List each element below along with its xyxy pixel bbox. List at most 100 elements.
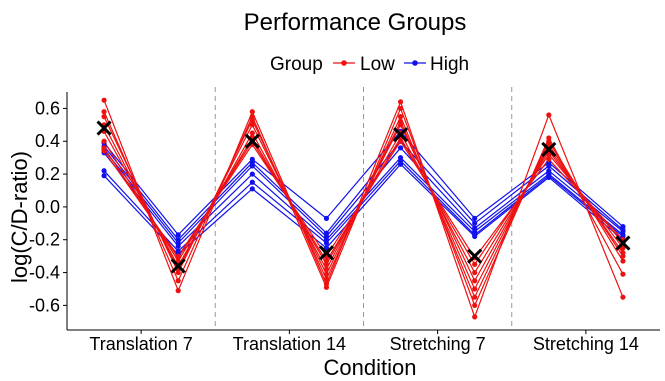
series-line-high [474, 173, 550, 232]
data-point-low [397, 122, 404, 128]
data-point-low [323, 271, 330, 277]
series-line-low [400, 140, 476, 259]
mean-marker [96, 120, 112, 136]
data-point-low [620, 245, 626, 251]
data-point-low [472, 286, 478, 292]
data-point-low [472, 261, 478, 267]
series-line-low [251, 144, 327, 257]
y-tick-label: -0.2 [29, 230, 60, 250]
series-line-high [103, 170, 179, 252]
data-point-low [546, 151, 552, 157]
data-point-low [323, 266, 330, 272]
data-point-high [323, 245, 330, 251]
data-point-low [620, 294, 626, 300]
series-line-low [103, 150, 179, 257]
series-line-low [251, 111, 327, 285]
x-axis-ticks: Translation 7 Translation 14 Stretching 7 S… [89, 330, 639, 354]
data-point-high [472, 215, 478, 221]
data-point-low [397, 114, 404, 120]
series-line-high [474, 170, 550, 229]
series-line-high [325, 163, 402, 249]
legend: Group Low High [270, 54, 469, 75]
series-line-low [400, 137, 476, 265]
x-axis-label: Condition [324, 355, 417, 380]
series-line-low [474, 158, 550, 259]
series-line-high [325, 140, 402, 234]
data-point-low [397, 138, 404, 144]
legend-key-low-point [341, 60, 347, 66]
data-point-low [249, 117, 255, 123]
series-line-low [325, 124, 402, 270]
legend-key-high-point [412, 60, 418, 66]
series-line-high [400, 140, 476, 224]
series-line-low [177, 124, 253, 270]
mean-marker-stroke [541, 141, 557, 158]
mean-marker-stroke [318, 245, 334, 261]
mean-marker [467, 248, 483, 264]
mean-marker-stroke [96, 120, 112, 136]
mean-marker [541, 141, 557, 158]
data-point-low [397, 99, 404, 105]
data-point-high [249, 186, 255, 192]
series-line-low [474, 150, 550, 273]
mean-marker [318, 245, 334, 261]
series-line-low [548, 158, 624, 241]
series-line-low [103, 140, 179, 262]
series-line-high [400, 147, 476, 229]
data-point-low [323, 276, 330, 282]
legend-label-low: Low [360, 54, 395, 75]
data-point-low [620, 250, 626, 256]
data-point-high [175, 232, 181, 238]
y-tick-label: -0.4 [29, 263, 60, 283]
series-line-low [325, 140, 402, 257]
data-point-low [620, 258, 626, 264]
series-line-high [548, 176, 624, 241]
data-point-low [397, 105, 404, 112]
data-point-low [175, 288, 181, 294]
data-point-low [472, 302, 478, 308]
data-point-high [101, 168, 107, 174]
data-point-high [397, 161, 404, 167]
data-point-high [323, 215, 330, 221]
data-point-low [472, 269, 478, 276]
data-point-low [472, 294, 478, 300]
data-point-low [175, 253, 181, 259]
data-point-high [175, 243, 181, 249]
data-point-low [546, 156, 552, 162]
y-tick-label: 0.4 [35, 131, 60, 151]
series-line-low [103, 131, 179, 267]
legend-label-high: High [430, 54, 469, 75]
data-point-high [546, 163, 552, 169]
series-line-high [251, 181, 327, 244]
series-line-high [325, 160, 402, 244]
data-point-low [472, 314, 478, 320]
x-tick-label: Stretching 7 [390, 334, 486, 354]
series-line-low [399, 101, 476, 318]
mean-marker [615, 235, 631, 251]
series-line-high [400, 160, 476, 236]
y-tick-label: 0.6 [35, 98, 60, 118]
series-line-high [177, 165, 253, 244]
data-point-low [101, 109, 107, 115]
series-line-high [251, 173, 327, 241]
series-line-low [400, 116, 476, 298]
mean-marker [170, 258, 186, 274]
data-point-low [546, 112, 552, 118]
data-point-high [101, 173, 107, 179]
y-tick-label: -0.6 [29, 295, 60, 315]
mean-marker [244, 133, 260, 149]
data-point-low [620, 271, 626, 277]
legend-title: Group [270, 54, 323, 75]
series-line-high [400, 157, 476, 232]
y-axis-ticks: -0.6 -0.4 -0.2 0.0 0.2 0.4 0.6 [29, 98, 67, 315]
series-line-low [474, 140, 550, 298]
series-lines [103, 99, 624, 318]
series-line-low [177, 144, 253, 257]
data-point-high [397, 145, 404, 151]
series-line-low [103, 124, 179, 270]
data-point-high [323, 240, 330, 246]
series-line-low [325, 101, 402, 285]
data-point-low [249, 109, 255, 115]
series-line-low [400, 132, 476, 273]
